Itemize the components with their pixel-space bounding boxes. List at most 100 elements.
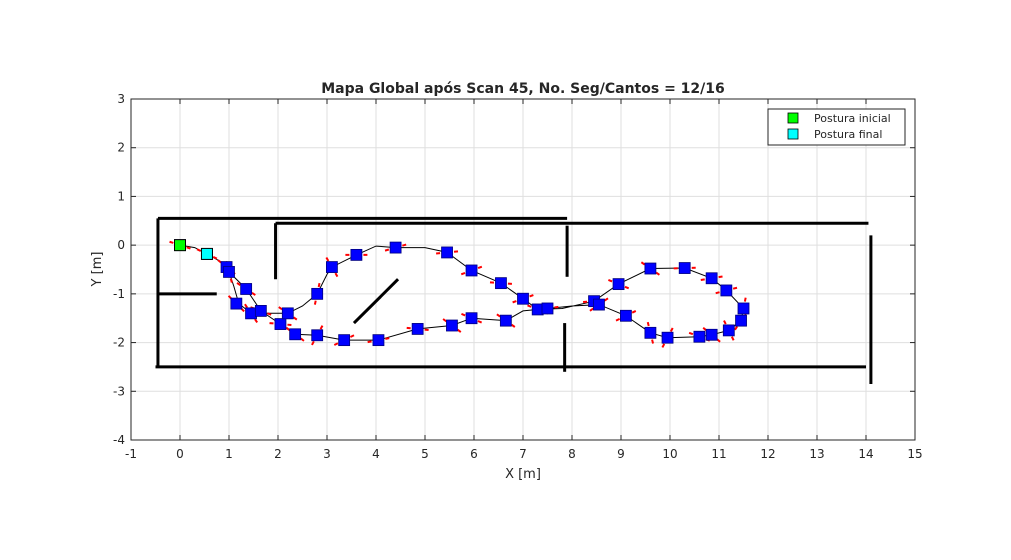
corner-mark bbox=[700, 275, 723, 281]
corner-mark bbox=[278, 306, 298, 321]
wall-segments bbox=[155, 216, 873, 384]
pose-marker bbox=[593, 298, 605, 311]
corner-mark bbox=[496, 313, 516, 328]
pose-marker bbox=[531, 303, 544, 316]
x-tick-label: 3 bbox=[323, 447, 331, 461]
x-tick-labels: -1 0 1 2 3 4 5 6 7 8 9 10 11 12 13 14 15 bbox=[125, 447, 923, 461]
pose-marker bbox=[254, 305, 267, 317]
pose-marker bbox=[338, 334, 351, 347]
legend: Postura inicial Postura final bbox=[767, 108, 906, 146]
pose-marker bbox=[722, 324, 735, 337]
x-tick-label: 10 bbox=[662, 447, 677, 461]
corner-mark bbox=[196, 248, 218, 260]
y-tick-label: 1 bbox=[117, 189, 125, 203]
pose-marker bbox=[495, 277, 507, 290]
x-tick-label: 6 bbox=[470, 447, 478, 461]
corner-mark bbox=[460, 265, 483, 276]
x-axis-label: X [m] bbox=[505, 467, 541, 482]
corner-mark bbox=[367, 337, 390, 344]
pose-marker bbox=[620, 309, 632, 322]
x-tick-label: 5 bbox=[421, 447, 429, 461]
corner-mark bbox=[640, 261, 661, 276]
pose-marker bbox=[325, 261, 338, 273]
corner-mark bbox=[313, 282, 321, 305]
y-tick-label: -2 bbox=[113, 336, 125, 350]
x-tick-label: 15 bbox=[907, 447, 922, 461]
legend-swatch-initial bbox=[787, 112, 799, 124]
pose-marker bbox=[693, 330, 706, 343]
corner-mark bbox=[436, 250, 459, 255]
corner-mark bbox=[512, 294, 534, 304]
pose-marker bbox=[678, 262, 691, 274]
corner-mark bbox=[608, 278, 630, 290]
plot-area-frame bbox=[130, 98, 916, 441]
pose-marker bbox=[705, 272, 718, 285]
pose-marker bbox=[311, 329, 324, 342]
pose-marker bbox=[240, 283, 253, 295]
legend-label-initial: Postura inicial bbox=[814, 112, 891, 125]
pose-marker bbox=[737, 302, 750, 315]
x-tick-label: 7 bbox=[519, 447, 527, 461]
y-tick-label: 2 bbox=[117, 141, 125, 155]
x-tick-label: 14 bbox=[858, 447, 873, 461]
pose-marker bbox=[281, 307, 294, 320]
pose-marker bbox=[289, 328, 302, 341]
initial-pose-marker bbox=[174, 239, 186, 252]
corner-mark bbox=[269, 322, 292, 327]
special-poses bbox=[174, 239, 213, 260]
pose-marker bbox=[441, 246, 453, 259]
x-tick-label: -1 bbox=[125, 447, 137, 461]
corner-mark bbox=[325, 257, 339, 278]
x-tick-label: 0 bbox=[176, 447, 184, 461]
pose-marker bbox=[350, 248, 363, 261]
wall-segment bbox=[352, 278, 400, 325]
corner-mark bbox=[442, 318, 462, 333]
y-tick-label: -3 bbox=[113, 384, 125, 398]
corner-mark bbox=[715, 286, 738, 295]
pose-marker bbox=[230, 297, 243, 310]
corner-mark bbox=[311, 325, 324, 346]
corner-mark bbox=[734, 310, 749, 331]
x-tick-label: 11 bbox=[711, 447, 726, 461]
x-tick-label: 12 bbox=[760, 447, 775, 461]
pose-marker bbox=[612, 278, 625, 291]
x-tick-label: 9 bbox=[617, 447, 625, 461]
pose-marker bbox=[644, 262, 657, 275]
pose-marker bbox=[661, 331, 674, 344]
pose-marker bbox=[465, 264, 478, 277]
legend-label-final: Postura final bbox=[814, 128, 882, 141]
pose-marker bbox=[735, 314, 747, 327]
y-axis-label: Y [m] bbox=[90, 252, 105, 288]
y-tick-label: 0 bbox=[117, 238, 125, 252]
corner-mark bbox=[169, 240, 191, 250]
x-tick-label: 4 bbox=[372, 447, 380, 461]
pose-marker bbox=[274, 318, 287, 330]
pose-marker bbox=[245, 307, 257, 320]
pose-marker bbox=[465, 312, 478, 325]
corner-mark bbox=[723, 320, 735, 341]
corner-mark bbox=[244, 303, 259, 324]
pose-marker bbox=[223, 266, 235, 278]
pose-marker bbox=[389, 241, 402, 254]
pose-marker bbox=[720, 284, 733, 297]
pose-marker bbox=[705, 328, 718, 341]
y-tick-label: -4 bbox=[113, 433, 125, 447]
corner-mark bbox=[461, 312, 483, 324]
y-tick-label: 3 bbox=[117, 92, 125, 106]
corner-mark bbox=[661, 327, 674, 348]
legend-swatch-final bbox=[787, 128, 799, 140]
pose-marker bbox=[446, 319, 458, 332]
corner-mark bbox=[589, 297, 609, 312]
corner-mark bbox=[384, 243, 407, 252]
x-tick-label: 13 bbox=[809, 447, 824, 461]
pose-marker bbox=[499, 314, 512, 327]
pose-marker bbox=[372, 334, 385, 347]
corner-mark bbox=[646, 321, 655, 344]
y-tick-labels: -4 -3 -2 -1 0 1 2 3 bbox=[113, 92, 125, 447]
corner-mark bbox=[615, 310, 637, 322]
corner-mark bbox=[236, 282, 256, 296]
corner-mark bbox=[406, 326, 429, 331]
x-tick-label: 8 bbox=[568, 447, 576, 461]
corner-mark bbox=[489, 281, 512, 285]
